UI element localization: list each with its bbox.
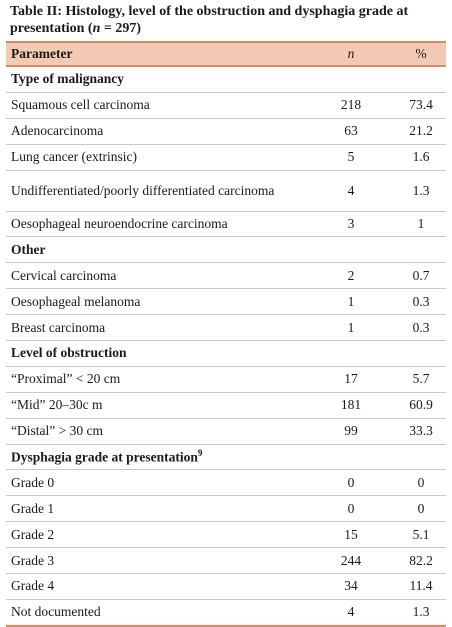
row-percent: 73.4	[409, 97, 433, 113]
row-count: 244	[340, 552, 362, 568]
table-row: Grade 3 244 82.2	[6, 548, 446, 574]
row-count: 4	[347, 182, 355, 198]
row-count: 63	[344, 123, 358, 139]
row-label: Grade 2	[11, 526, 55, 542]
table-row: Squamous cell carcinoma 218 73.4	[6, 92, 446, 119]
row-count: 218	[340, 97, 362, 113]
section-title-text: Type of malignancy	[11, 71, 125, 87]
section-title-footnote: 9	[197, 448, 203, 459]
table-row: Oesophageal neuroendocrine carcinoma 3 1	[6, 211, 446, 237]
row-label: “Mid” 20–30c m	[11, 397, 103, 413]
table-row: Lung cancer (extrinsic) 5 1.6	[6, 144, 446, 171]
header-n: n	[347, 46, 355, 61]
row-count: 4	[347, 604, 355, 620]
row-label: “Proximal” < 20 cm	[11, 371, 121, 387]
row-percent: 82.2	[409, 552, 433, 568]
row-label: Squamous cell carcinoma	[11, 97, 150, 113]
row-percent: 21.2	[409, 123, 433, 139]
table-row: Grade 4 34 11.4	[6, 574, 446, 600]
table-row: Cervical carcinoma 2 0.7	[6, 263, 446, 289]
section-header-row: Other	[6, 237, 446, 263]
row-percent: 1.6	[412, 149, 430, 165]
row-count: 34	[344, 578, 358, 594]
row-label: Grade 3	[11, 552, 55, 568]
table-row: “Proximal” < 20 cm 17 5.7	[6, 366, 446, 393]
row-percent: 11.4	[409, 578, 433, 594]
caption-suffix: = 297)	[100, 21, 142, 36]
row-percent: 0.3	[412, 293, 430, 309]
row-count: 2	[347, 267, 355, 283]
section-title: Type of malignancy	[6, 66, 446, 92]
row-label: Oesophageal neuroendocrine carcinoma	[11, 216, 228, 231]
row-percent: 5.1	[412, 526, 430, 542]
table-row: Grade 0 0 0	[6, 470, 446, 496]
row-label: Grade 0	[11, 474, 55, 490]
section-title: Dysphagia grade at presentation9	[6, 444, 446, 470]
row-label: Lung cancer (extrinsic)	[11, 149, 137, 165]
table-row: “Mid” 20–30c m 181 60.9	[6, 392, 446, 419]
row-count: 5	[347, 149, 355, 165]
row-label: “Distal” > 30 cm	[11, 423, 103, 439]
caption-n-symbol: n	[92, 21, 101, 36]
histology-table: Parameter n % Type of malignancy Squamous…	[6, 41, 446, 627]
section-title-text: Other	[11, 241, 46, 257]
row-count: 0	[347, 474, 355, 490]
section-title-text: Level of obstruction	[11, 345, 127, 361]
table-row: Oesophageal melanoma 1 0.3	[6, 289, 446, 315]
row-label: Undifferentiated/poorly differentiated c…	[11, 182, 275, 198]
table-row: Undifferentiated/poorly differentiated c…	[6, 170, 446, 212]
section-header-row: Dysphagia grade at presentation9	[6, 444, 446, 470]
row-label: Oesophageal melanoma	[11, 293, 141, 309]
table-row: “Distal” > 30 cm 99 33.3	[6, 418, 446, 445]
header-row: Parameter n %	[6, 42, 446, 66]
table-caption: Table II: Histology, level of the obstru…	[10, 3, 442, 37]
section-header-row: Level of obstruction	[6, 341, 446, 367]
row-label: Adenocarcinoma	[11, 123, 104, 139]
table-row: Grade 2 15 5.1	[6, 522, 446, 548]
row-label: Not documented	[11, 604, 101, 620]
row-percent: 1	[417, 216, 425, 231]
header-percent: %	[415, 46, 427, 61]
row-count: 3	[347, 216, 355, 231]
section-title-text: Dysphagia grade at presentation	[11, 449, 198, 465]
row-percent: 33.3	[409, 423, 433, 439]
table-body: Type of malignancy Squamous cell carcinom…	[6, 66, 446, 626]
row-count: 1	[347, 319, 355, 335]
row-percent: 0	[417, 474, 425, 490]
table-row: Breast carcinoma 1 0.3	[6, 315, 446, 341]
row-percent: 0	[417, 500, 425, 516]
row-percent: 5.7	[412, 371, 430, 387]
row-label: Grade 1	[11, 500, 55, 516]
table-container: Table II: Histology, level of the obstru…	[6, 3, 446, 627]
header-parameter: Parameter	[11, 46, 73, 61]
section-title: Other	[6, 237, 446, 263]
table-row: Adenocarcinoma 63 21.2	[6, 118, 446, 145]
row-percent: 60.9	[409, 397, 433, 413]
table-row: Grade 1 0 0	[6, 496, 446, 522]
row-count: 181	[340, 397, 362, 413]
row-label: Cervical carcinoma	[11, 267, 117, 283]
row-percent: 1.3	[412, 604, 430, 620]
row-count: 17	[344, 371, 358, 387]
row-label: Breast carcinoma	[11, 319, 106, 335]
table-row: Not documented 4 1.3	[6, 599, 446, 626]
section-header-row: Type of malignancy	[6, 66, 446, 93]
row-percent: 1.3	[412, 182, 430, 198]
row-label: Grade 4	[11, 578, 55, 594]
row-count: 1	[347, 293, 355, 309]
row-count: 15	[344, 526, 358, 542]
caption-text: Table II: Histology, level of the obstru…	[10, 4, 409, 36]
row-percent: 0.3	[412, 319, 430, 335]
row-count: 0	[347, 500, 355, 516]
row-count: 99	[344, 423, 358, 439]
row-percent: 0.7	[412, 267, 430, 283]
section-title: Level of obstruction	[6, 341, 446, 367]
